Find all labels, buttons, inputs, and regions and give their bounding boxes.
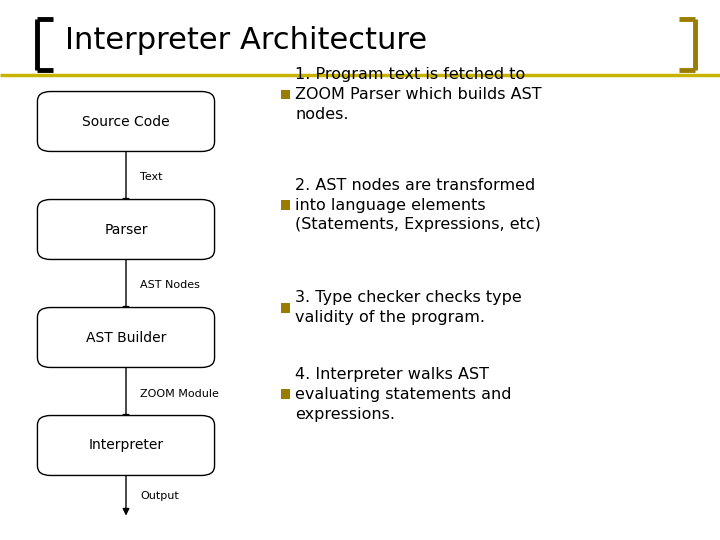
FancyBboxPatch shape — [281, 303, 290, 313]
FancyBboxPatch shape — [37, 416, 215, 476]
Text: Interpreter Architecture: Interpreter Architecture — [65, 26, 427, 55]
Text: 3. Type checker checks type
validity of the program.: 3. Type checker checks type validity of … — [295, 291, 522, 325]
FancyBboxPatch shape — [37, 91, 215, 151]
Text: 4. Interpreter walks AST
evaluating statements and
expressions.: 4. Interpreter walks AST evaluating stat… — [295, 367, 512, 422]
FancyBboxPatch shape — [281, 90, 290, 99]
FancyBboxPatch shape — [37, 308, 215, 367]
Text: 1. Program text is fetched to
ZOOM Parser which builds AST
nodes.: 1. Program text is fetched to ZOOM Parse… — [295, 67, 542, 122]
Text: Source Code: Source Code — [82, 114, 170, 129]
Text: Interpreter: Interpreter — [89, 438, 163, 453]
FancyBboxPatch shape — [281, 200, 290, 210]
Text: AST Nodes: AST Nodes — [140, 280, 200, 289]
Text: ZOOM Module: ZOOM Module — [140, 389, 220, 399]
Text: Parser: Parser — [104, 222, 148, 237]
FancyBboxPatch shape — [281, 389, 290, 399]
Text: 2. AST nodes are transformed
into language elements
(Statements, Expressions, et: 2. AST nodes are transformed into langua… — [295, 178, 541, 233]
Text: Text: Text — [140, 172, 163, 181]
Text: AST Builder: AST Builder — [86, 330, 166, 345]
Text: Output: Output — [140, 491, 179, 501]
FancyBboxPatch shape — [37, 200, 215, 260]
